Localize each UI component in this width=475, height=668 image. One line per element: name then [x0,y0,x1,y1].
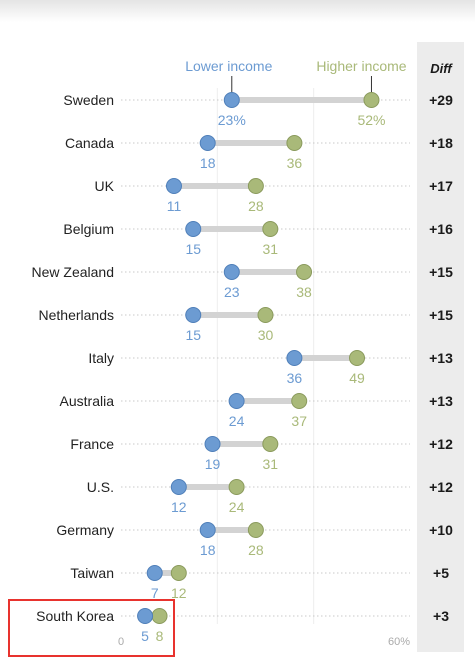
higher-income-dot [291,393,308,409]
lower-income-dot [137,608,154,624]
diff-value: +10 [429,522,453,538]
country-label: France [70,436,114,452]
country-label: UK [95,178,115,194]
higher-income-dot [296,264,313,280]
top-shadow [0,0,475,22]
x-axis-tick-label: 60% [388,636,410,648]
higher-income-value: 30 [258,327,274,343]
higher-income-dot [286,135,303,151]
diff-value: +15 [429,307,453,323]
higher-income-value: 36 [287,155,303,171]
lower-income-dot [199,522,216,538]
country-label: Belgium [63,221,114,237]
lower-income-value: 12 [171,499,187,515]
lower-income-dot [185,221,202,237]
country-label: Germany [56,522,114,538]
x-axis-tick-label: 0 [118,636,124,648]
higher-income-dot [151,608,168,624]
higher-income-dot [262,436,279,452]
diff-value: +12 [429,479,453,495]
country-label: Canada [65,135,114,151]
lower-income-dot [223,92,240,108]
lower-income-dot [199,135,216,151]
country-label: South Korea [36,608,114,624]
diff-value: +3 [433,608,449,624]
higher-income-dot [262,221,279,237]
lower-income-value: 15 [185,241,201,257]
higher-income-value: 8 [156,628,164,644]
lower-income-value: 23% [218,112,246,128]
lower-income-dot [165,178,182,194]
lower-income-value: 18 [200,542,216,558]
lower-income-value: 18 [200,155,216,171]
lower-income-dot [223,264,240,280]
higher-income-dot [247,522,264,538]
diff-value: +15 [429,264,453,280]
higher-income-dot [363,92,380,108]
higher-income-value: 37 [291,413,307,429]
higher-income-dot [247,178,264,194]
country-label: Sweden [63,92,114,108]
legend-lower-income: Lower income [185,58,272,74]
lower-income-dot [286,350,303,366]
higher-income-value: 28 [248,198,264,214]
higher-income-value: 49 [349,370,365,386]
higher-income-dot [349,350,366,366]
diff-value: +13 [429,350,453,366]
country-label: New Zealand [32,264,115,280]
diff-value: +29 [429,92,453,108]
diff-value: +5 [433,565,449,581]
diff-value: +18 [429,135,453,151]
lower-income-value: 24 [229,413,245,429]
lower-income-value: 36 [287,370,303,386]
lower-income-value: 7 [151,585,159,601]
country-label: Taiwan [70,565,114,581]
country-label: Italy [88,350,114,366]
country-label: Australia [60,393,115,409]
higher-income-dot [257,307,274,323]
diff-value: +13 [429,393,453,409]
higher-income-value: 24 [229,499,245,515]
higher-income-value: 28 [248,542,264,558]
higher-income-value: 31 [263,241,279,257]
higher-income-dot [228,479,245,495]
higher-income-value: 52% [357,112,385,128]
higher-income-value: 38 [296,284,312,300]
highlight-box [8,599,175,657]
lower-income-dot [204,436,221,452]
diff-header: Diff [430,61,453,76]
lower-income-value: 11 [167,198,182,214]
lower-income-dot [228,393,245,409]
higher-income-dot [170,565,187,581]
lower-income-value: 5 [141,628,149,644]
lower-income-value: 19 [205,456,221,472]
lower-income-dot [185,307,202,323]
diff-value: +12 [429,436,453,452]
lower-income-dot [170,479,187,495]
higher-income-value: 12 [171,585,187,601]
higher-income-value: 31 [263,456,279,472]
diff-panel [417,42,464,652]
country-label: Netherlands [39,307,115,323]
lower-income-value: 23 [224,284,240,300]
lower-income-value: 15 [185,327,201,343]
legend-higher-income: Higher income [316,58,406,74]
lower-income-dot [146,565,163,581]
country-label: U.S. [87,479,114,495]
diff-value: +17 [429,178,453,194]
diff-value: +16 [429,221,453,237]
